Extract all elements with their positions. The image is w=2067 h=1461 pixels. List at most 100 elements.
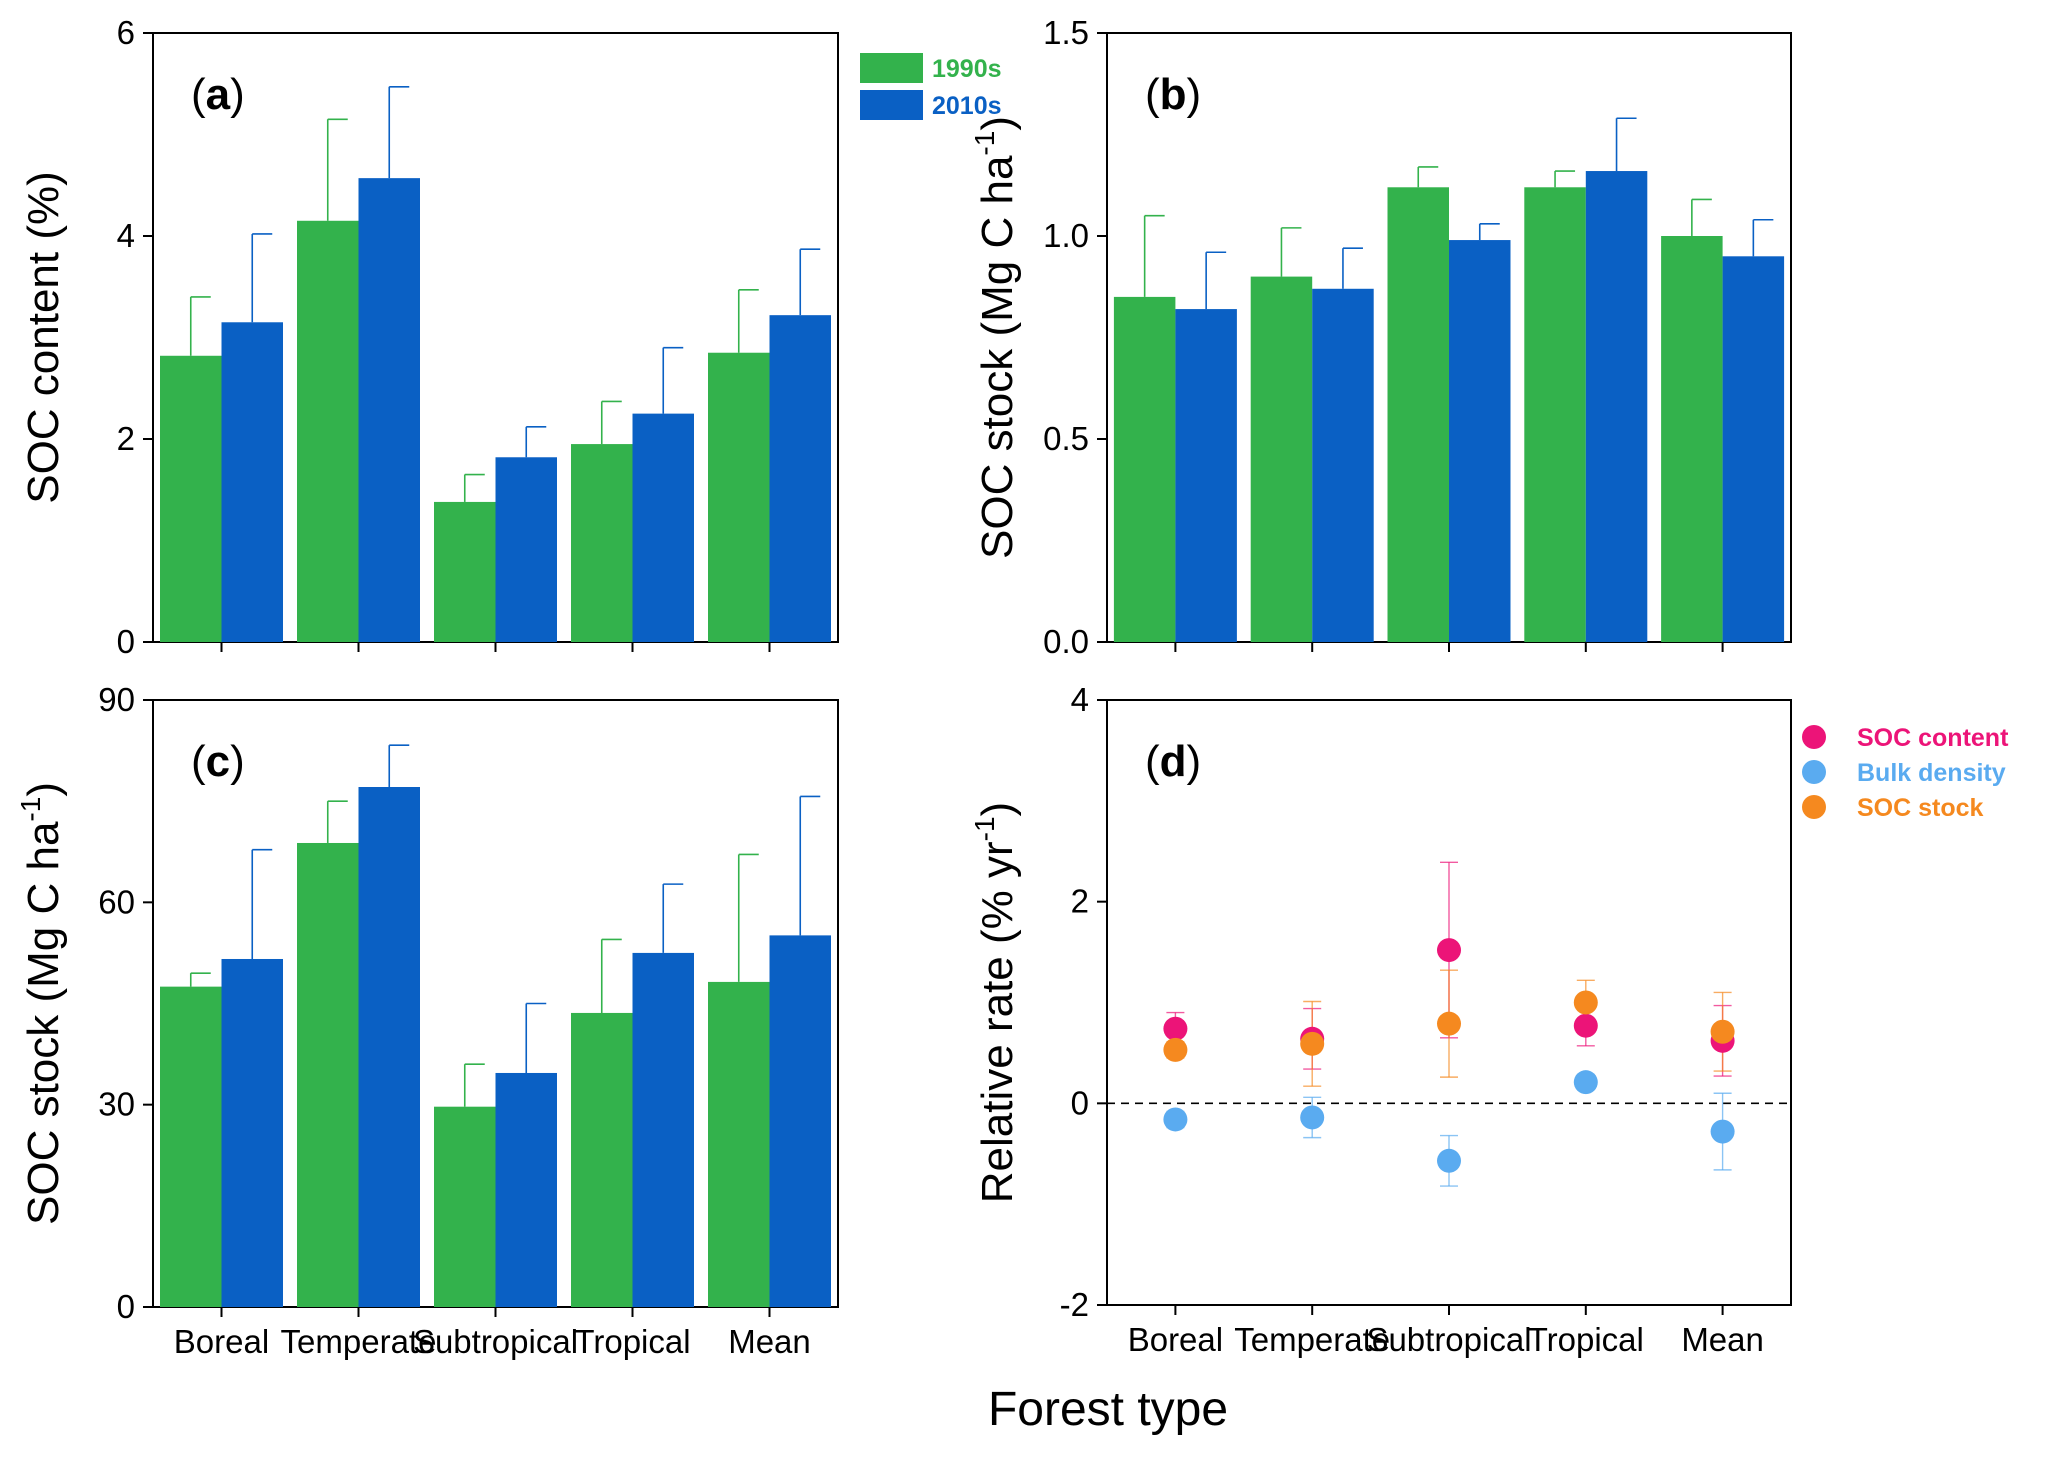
legend-swatch	[860, 53, 923, 83]
y-tick-label: 4	[1071, 681, 1089, 718]
y-tick-label: 0.5	[1043, 420, 1089, 457]
panel-label: (a)	[191, 70, 245, 119]
panel-label-letter: b	[1160, 70, 1187, 119]
panel-label-letter: d	[1160, 737, 1187, 786]
bar	[1175, 309, 1237, 642]
panel-label-paren: )	[1187, 70, 1202, 119]
y-axis-title-main: SOC content (%)	[19, 171, 68, 504]
y-axis-title: SOC stock (Mg C ha-1)	[15, 782, 68, 1225]
data-point	[1163, 1037, 1188, 1062]
legend-label: Bulk density	[1857, 759, 2006, 787]
y-tick-label: 1.5	[1043, 14, 1089, 51]
x-tick-label: Mean	[1681, 1321, 1764, 1358]
legend-label: 1990s	[932, 55, 1002, 83]
y-tick-label: 2	[117, 420, 135, 457]
data-point	[1300, 1031, 1325, 1056]
y-axis-title-end: )	[973, 802, 1022, 817]
panel-label: (d)	[1145, 737, 1201, 786]
legend-label: SOC stock	[1857, 794, 1984, 822]
legend-marker	[1802, 725, 1826, 749]
x-tick-label: Temperate	[281, 1323, 437, 1360]
panel-label-letter: c	[206, 737, 230, 786]
panel-c: 0 30 60 90 Boreal TemperateSubtropicalTropica…	[15, 681, 839, 1360]
panel-label-paren: (	[1145, 70, 1160, 119]
bar	[434, 501, 496, 642]
legend-marker	[1802, 760, 1826, 784]
data-point	[1437, 938, 1461, 963]
panel-label-letter: a	[206, 70, 231, 119]
bar	[297, 220, 359, 642]
y-tick-label: 90	[98, 681, 135, 718]
bar	[297, 842, 359, 1307]
bar	[571, 1012, 633, 1307]
data-point	[1573, 990, 1598, 1015]
panel-label: (b)	[1145, 70, 1201, 119]
panel-label-paren: (	[191, 70, 206, 119]
legend-label: SOC content	[1857, 724, 2009, 752]
bar	[434, 1106, 496, 1307]
y-axis-title-end: )	[19, 782, 68, 797]
bar	[571, 444, 633, 642]
y-axis-title-main: SOC stock (Mg C ha	[19, 821, 68, 1225]
x-tick-label: Boreal	[174, 1323, 269, 1360]
data-point	[1437, 1148, 1461, 1173]
bar	[160, 986, 222, 1307]
bar	[1524, 187, 1586, 642]
y-tick-label: 1.0	[1043, 217, 1089, 254]
y-axis-title: SOC content (%)	[19, 171, 68, 504]
x-tick-label: Tropical	[1528, 1321, 1644, 1358]
y-axis-title-superscript: -1	[15, 797, 46, 822]
y-tick-label: 30	[98, 1086, 135, 1123]
bar	[769, 315, 831, 642]
y-axis-title-superscript: -1	[969, 131, 1000, 156]
y-axis-title-end: )	[973, 116, 1022, 131]
x-tick-label: Mean	[728, 1323, 811, 1360]
bar	[495, 1072, 557, 1307]
bar	[495, 457, 557, 642]
panel-label-paren: )	[230, 737, 245, 786]
bar	[221, 322, 283, 642]
data-point	[1710, 1119, 1735, 1144]
data-point	[1437, 1011, 1461, 1036]
x-tick-label: Tropical	[574, 1323, 690, 1360]
bar	[1312, 288, 1374, 642]
y-axis-title: SOC stock (Mg C ha-1)	[969, 116, 1022, 559]
bar	[769, 935, 831, 1307]
legend-label: 2010s	[932, 92, 1002, 120]
y-tick-label: 4	[117, 217, 135, 254]
y-axis-title-main: Relative rate (% yr	[973, 841, 1022, 1203]
bar	[1661, 236, 1723, 642]
data-point	[1300, 1105, 1325, 1130]
panel-label-paren: (	[1145, 737, 1160, 786]
legend-marker	[1802, 795, 1826, 819]
x-tick-label: Boreal	[1128, 1321, 1223, 1358]
data-point	[1710, 1019, 1735, 1044]
x-tick-label: Temperate	[1234, 1321, 1390, 1358]
y-tick-label: 0	[1071, 1084, 1089, 1121]
y-tick-label: -2	[1060, 1286, 1089, 1323]
panel-a: 0 2 4 6 SOC content (%) (a) 1990s 2010s	[19, 14, 1002, 660]
data-point	[1573, 1070, 1598, 1095]
bar	[358, 178, 420, 642]
panel-label-paren: )	[1187, 737, 1202, 786]
y-axis-title-superscript: -1	[969, 816, 1000, 841]
data-point	[1573, 1013, 1598, 1038]
data-point	[1163, 1107, 1188, 1132]
bar	[1387, 187, 1449, 642]
x-tick-label: Subtropical	[1366, 1321, 1531, 1358]
bar	[1113, 296, 1176, 642]
bar	[1449, 240, 1511, 642]
y-axis-title-main: SOC stock (Mg C ha	[973, 155, 1022, 559]
y-tick-label: 60	[98, 883, 135, 920]
bar	[632, 413, 694, 642]
panel-label-paren: (	[191, 737, 206, 786]
x-axis-title: Forest type	[988, 1383, 1228, 1436]
bar	[358, 787, 420, 1307]
y-tick-label: 0.0	[1043, 623, 1089, 660]
bar	[708, 352, 770, 642]
data-point	[1163, 1016, 1188, 1041]
